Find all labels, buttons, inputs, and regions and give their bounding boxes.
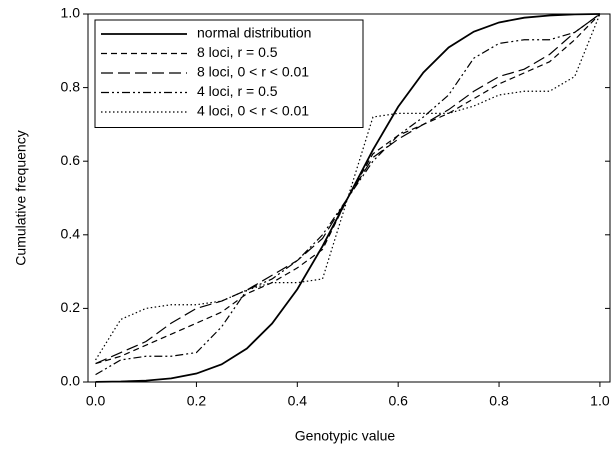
y-tick-label: 0.8: [61, 78, 81, 94]
x-tick-label: 0.8: [489, 393, 509, 409]
x-tick-label: 1.0: [590, 393, 610, 409]
x-tick-label: 0.0: [86, 393, 106, 409]
legend-label: normal distribution: [197, 25, 311, 41]
legend-label: 4 loci, r = 0.5: [197, 83, 278, 99]
y-tick-label: 0.4: [61, 226, 81, 242]
plot-frame: [87, 13, 611, 383]
x-tick-label: 0.2: [187, 393, 207, 409]
y-tick-label: 0.6: [61, 152, 81, 168]
x-tick-label: 0.6: [388, 393, 408, 409]
x-tick-label: 0.4: [288, 393, 308, 409]
legend-label: 8 loci, r = 0.5: [197, 44, 278, 60]
series-line: [95, 13, 601, 376]
x-axis-label: Genotypic value: [295, 428, 396, 444]
legend-box: [94, 19, 364, 128]
series-line: [95, 13, 601, 361]
y-tick-label: 0.0: [61, 373, 81, 389]
y-tick-label: 1.0: [61, 5, 81, 21]
y-axis-label: Cumulative frequency: [13, 130, 29, 265]
legend-label: 4 loci, 0 < r < 0.01: [197, 103, 309, 119]
legend-label: 8 loci, 0 < r < 0.01: [197, 64, 309, 80]
y-tick-label: 0.2: [61, 299, 81, 315]
